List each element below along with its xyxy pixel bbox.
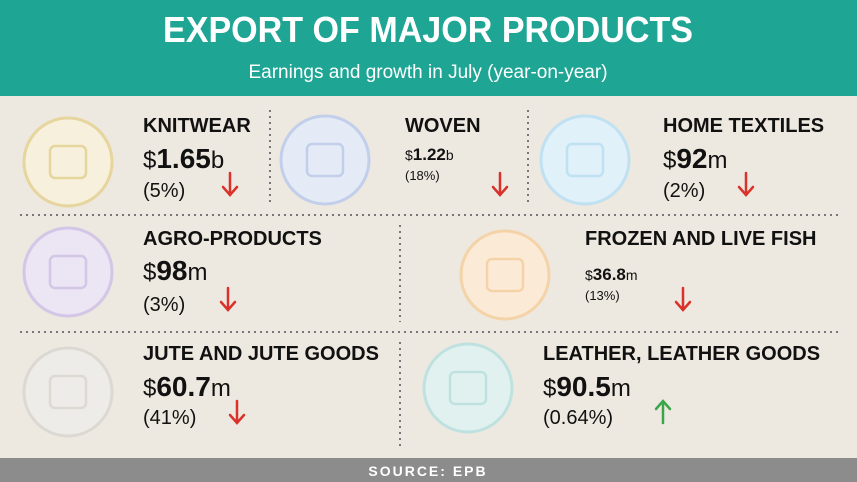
product-name: JUTE AND JUTE GOODS <box>143 343 379 365</box>
arrow-up <box>654 399 672 425</box>
unit: m <box>708 147 728 174</box>
icon-circle <box>22 226 114 318</box>
amount: 92 <box>676 143 707 174</box>
earnings: $1.22b <box>405 145 454 164</box>
icon <box>305 142 345 178</box>
icon <box>48 374 88 410</box>
header-band <box>0 0 857 96</box>
earnings: $98m <box>143 255 208 286</box>
icon <box>48 254 88 290</box>
amount: 90.5 <box>556 371 611 402</box>
arrow-down <box>674 286 692 312</box>
currency: $ <box>585 267 593 283</box>
earnings: $92m <box>663 143 728 174</box>
earnings: $36.8m <box>585 265 638 284</box>
earnings: $1.65b <box>143 143 224 174</box>
unit: m <box>211 375 231 402</box>
product-card: FROZEN AND LIVE FISH $36.8m (13%) <box>459 228 816 321</box>
product-name: FROZEN AND LIVE FISH <box>585 228 816 250</box>
growth: (0.64%) <box>543 407 613 429</box>
product-name: KNITWEAR <box>143 115 251 137</box>
growth: (41%) <box>143 407 196 429</box>
product-card: JUTE AND JUTE GOODS $60.7m (41%) <box>22 343 379 438</box>
growth: (2%) <box>663 180 705 202</box>
icon-circle <box>459 229 551 321</box>
product-card: WOVEN $1.22b (18%) <box>279 114 509 206</box>
earnings: $90.5m <box>543 371 631 402</box>
title: EXPORT OF MAJOR PRODUCTS <box>163 9 693 50</box>
source: SOURCE: EPB <box>368 463 487 479</box>
currency: $ <box>405 147 413 163</box>
arrow-down <box>221 171 239 197</box>
icon-circle <box>22 346 114 438</box>
arrow-down <box>737 171 755 197</box>
amount: 36.8 <box>593 265 626 284</box>
icon <box>448 370 488 406</box>
product-card: HOME TEXTILES$92m(2%) <box>539 114 824 206</box>
arrow-down <box>491 171 509 197</box>
footer-band <box>0 458 857 482</box>
product-name: HOME TEXTILES <box>663 115 824 137</box>
earnings: $60.7m <box>143 371 231 402</box>
currency: $ <box>143 147 156 174</box>
currency: $ <box>143 259 156 286</box>
amount: 60.7 <box>156 371 211 402</box>
icon-circle <box>539 114 631 206</box>
growth: (18%) <box>405 168 440 183</box>
product-name: WOVEN <box>405 115 481 137</box>
product-card: LEATHER, LEATHER GOODS $90.5m (0.64%) <box>422 342 820 434</box>
unit: b <box>446 147 454 163</box>
amount: 98 <box>156 255 187 286</box>
currency: $ <box>143 375 156 402</box>
product-card: AGRO-PRODUCTS$98m(3%) <box>22 226 322 318</box>
currency: $ <box>543 375 556 402</box>
icon-circle <box>22 116 114 208</box>
amount: 1.22 <box>413 145 446 164</box>
arrow-down <box>219 286 237 312</box>
amount: 1.65 <box>156 143 211 174</box>
growth: (13%) <box>585 288 620 303</box>
growth: (3%) <box>143 294 185 316</box>
product-name: AGRO-PRODUCTS <box>143 228 322 250</box>
unit: m <box>188 259 208 286</box>
icon <box>565 142 605 178</box>
unit: b <box>211 147 224 174</box>
icon <box>485 257 525 293</box>
unit: m <box>626 267 638 283</box>
icon <box>48 144 88 180</box>
arrow-down <box>228 399 246 425</box>
product-card: KNITWEAR $1.65b (5%) <box>22 115 251 208</box>
icon-circle <box>422 342 514 434</box>
icon-circle <box>279 114 371 206</box>
currency: $ <box>663 147 676 174</box>
product-name: LEATHER, LEATHER GOODS <box>543 343 820 365</box>
subtitle: Earnings and growth in July (year-on-yea… <box>248 62 607 83</box>
growth: (5%) <box>143 180 185 202</box>
unit: m <box>611 375 631 402</box>
